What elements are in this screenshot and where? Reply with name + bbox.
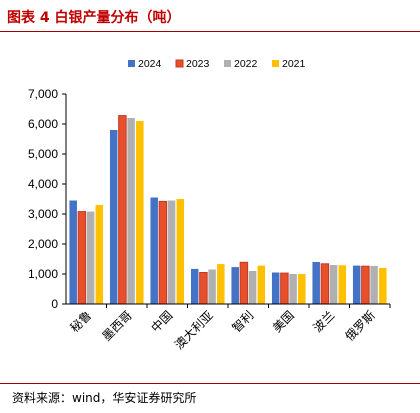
- bar-2022: [86, 211, 95, 304]
- x-tick-label: 美国: [270, 308, 297, 335]
- bar-2021: [136, 121, 144, 304]
- legend-swatch: [272, 60, 279, 67]
- bar-2023: [280, 272, 289, 305]
- y-tick-label: 6,000: [28, 117, 58, 131]
- legend-swatch: [224, 60, 231, 67]
- bar-2022: [248, 271, 257, 304]
- legend: 2024 2023 2022 2021: [128, 58, 306, 70]
- legend-label: 2022: [234, 58, 258, 70]
- bar-2024: [271, 272, 280, 304]
- bar-chart: 2024 2023 2022 2021 0 1,000 2,000 3,000 4,000 5,…: [28, 58, 391, 352]
- legend-label: 2024: [138, 58, 162, 70]
- bar-2021: [298, 274, 306, 304]
- bar-2024: [69, 200, 77, 304]
- bar-2022: [289, 274, 297, 304]
- bar-2024: [231, 267, 239, 304]
- bar-2022: [370, 265, 378, 304]
- x-tick-label: 俄罗斯: [343, 308, 378, 343]
- bar-2024: [190, 268, 199, 304]
- bar-2023: [158, 200, 168, 305]
- bar-2023: [77, 211, 87, 305]
- bar-2021: [176, 199, 185, 304]
- bar-2021: [217, 264, 225, 304]
- bar-2021: [257, 265, 266, 304]
- x-tick-label: 中国: [148, 308, 176, 336]
- y-tick-label: 0: [51, 297, 58, 311]
- bar-2021: [95, 205, 104, 304]
- bar-2021: [379, 268, 387, 304]
- bar-2022: [127, 118, 135, 304]
- legend-label: 2021: [282, 58, 306, 70]
- y-axis: 0 1,000 2,000 3,000 4,000 5,000 6,000 7,000: [28, 87, 67, 311]
- y-tick-label: 3,000: [28, 207, 58, 221]
- source-divider: [0, 383, 420, 384]
- x-tick-label: 秘鲁: [67, 308, 94, 335]
- x-tick-label: 墨西哥: [100, 308, 135, 343]
- bar-2022: [167, 200, 176, 304]
- x-tick-label: 澳大利亚: [172, 308, 216, 352]
- bar-series: [69, 115, 387, 305]
- bar-2024: [352, 265, 361, 304]
- bar-2023: [361, 265, 370, 305]
- bar-2024: [109, 130, 118, 304]
- bar-2022: [329, 265, 338, 304]
- source-note: 资料来源：wind，华安证券研究所: [12, 391, 197, 405]
- y-tick-label: 2,000: [28, 237, 58, 251]
- legend-swatch: [128, 60, 135, 67]
- y-tick-label: 7,000: [28, 87, 58, 101]
- bar-2023: [199, 272, 208, 305]
- bar-2023: [239, 261, 249, 305]
- y-tick-label: 5,000: [28, 147, 58, 161]
- y-tick-label: 4,000: [28, 177, 58, 191]
- legend-label: 2023: [186, 58, 210, 70]
- bar-2023: [118, 115, 127, 305]
- bar-2022: [208, 269, 216, 304]
- title-divider: [0, 31, 420, 32]
- bar-2023: [320, 263, 330, 305]
- x-tick-label: 波兰: [310, 308, 337, 335]
- bar-2024: [312, 262, 320, 304]
- bar-2024: [150, 197, 158, 304]
- x-tick-label: 智利: [229, 308, 257, 336]
- legend-swatch: [175, 59, 184, 68]
- y-tick-label: 1,000: [28, 267, 58, 281]
- figure-title: 图表 4 白银产量分布（吨）: [7, 10, 181, 26]
- bar-2021: [338, 265, 347, 304]
